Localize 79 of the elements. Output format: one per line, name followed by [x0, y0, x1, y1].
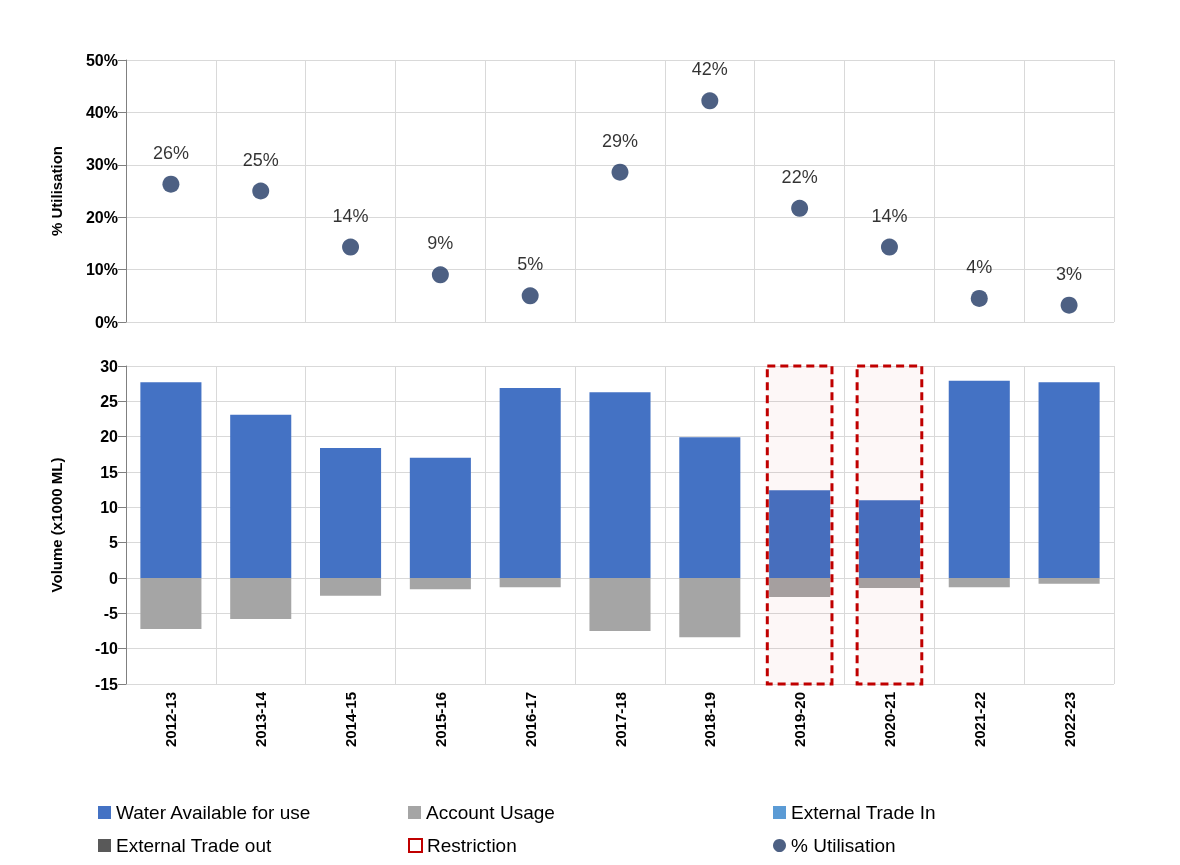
y-axis-title: Volume (x1000 ML): [48, 457, 65, 593]
point: [1060, 296, 1078, 314]
x-tick-label: 2013-14: [252, 691, 270, 748]
bar: [140, 578, 202, 629]
bar: [320, 578, 382, 596]
x-tick-label: 2018-19: [701, 692, 719, 748]
data-label: 4%: [966, 256, 993, 277]
bar: [230, 414, 292, 578]
point: [880, 238, 898, 256]
bar: [1038, 382, 1100, 578]
x-tick-label: 2022-23: [1060, 692, 1078, 748]
bar: [769, 578, 831, 598]
point: [252, 182, 270, 200]
y-tick-label: 50%: [85, 51, 118, 69]
bar: [589, 578, 651, 631]
data-label: 29%: [601, 130, 639, 151]
y-tick-label: 10%: [85, 261, 118, 279]
bar: [140, 382, 202, 578]
x-tick-label: 2017-18: [611, 692, 629, 748]
bar: [409, 578, 471, 590]
y-tick-label: 20: [100, 428, 119, 446]
data-label: 14%: [332, 205, 369, 226]
bar: [948, 380, 1010, 578]
data-label: 14%: [871, 205, 908, 226]
data-label: 26%: [152, 142, 189, 163]
bar: [499, 578, 561, 588]
y-tick-label: 10: [100, 498, 119, 516]
y-tick-label: -15: [94, 675, 119, 693]
y-tick-label: 5: [109, 534, 119, 552]
y-tick-label: 20%: [85, 208, 118, 226]
y-tick-label: -10: [94, 640, 119, 658]
bar: [320, 447, 382, 578]
bar: [679, 437, 741, 578]
x-tick-label: 2014-15: [342, 692, 360, 748]
bar: [1038, 578, 1100, 584]
point: [431, 266, 449, 284]
bar: [948, 578, 1010, 588]
data-label: 22%: [781, 166, 818, 187]
data-label: 25%: [242, 149, 279, 170]
y-tick-label: 30: [100, 357, 119, 375]
bar: [679, 578, 741, 638]
legend-label: Restriction: [427, 835, 517, 856]
bar: [499, 387, 561, 578]
point: [701, 92, 719, 110]
data-label: 5%: [517, 254, 544, 275]
point: [970, 289, 988, 307]
y-tick-label: 30%: [85, 156, 118, 174]
bar: [589, 392, 651, 578]
data-label: 3%: [1056, 263, 1083, 284]
y-tick-label: 0: [109, 569, 119, 587]
point: [521, 287, 539, 305]
bar: [769, 490, 831, 578]
point: [611, 163, 629, 181]
x-tick-label: 2016-17: [521, 692, 539, 748]
legend-label: Water Available for use: [116, 802, 311, 823]
y-tick-label: 0%: [94, 313, 118, 331]
legend-label: % Utilisation: [791, 835, 896, 856]
y-axis-title: % Utilisation: [48, 145, 65, 237]
data-label: 9%: [427, 233, 454, 254]
x-tick-label: 2020-21: [880, 692, 898, 748]
point: [162, 175, 180, 193]
y-tick-label: 40%: [85, 103, 118, 121]
x-tick-label: 2012-13: [162, 692, 180, 748]
y-tick-label: 15: [100, 463, 119, 481]
legend-label: External Trade out: [116, 835, 272, 856]
bar: [409, 457, 471, 578]
bar: [858, 578, 920, 588]
legend-label: External Trade In: [791, 802, 936, 823]
x-tick-label: 2015-16: [431, 692, 449, 748]
y-tick-label: 25: [100, 392, 119, 410]
x-tick-label: 2019-20: [791, 692, 809, 748]
data-label: 42%: [691, 59, 728, 80]
x-tick-label: 2021-22: [970, 692, 988, 748]
bar: [230, 578, 292, 619]
point: [791, 199, 809, 217]
y-tick-label: -5: [103, 604, 119, 622]
point: [342, 238, 360, 256]
bar: [858, 500, 920, 578]
legend-label: Account Usage: [426, 802, 555, 823]
